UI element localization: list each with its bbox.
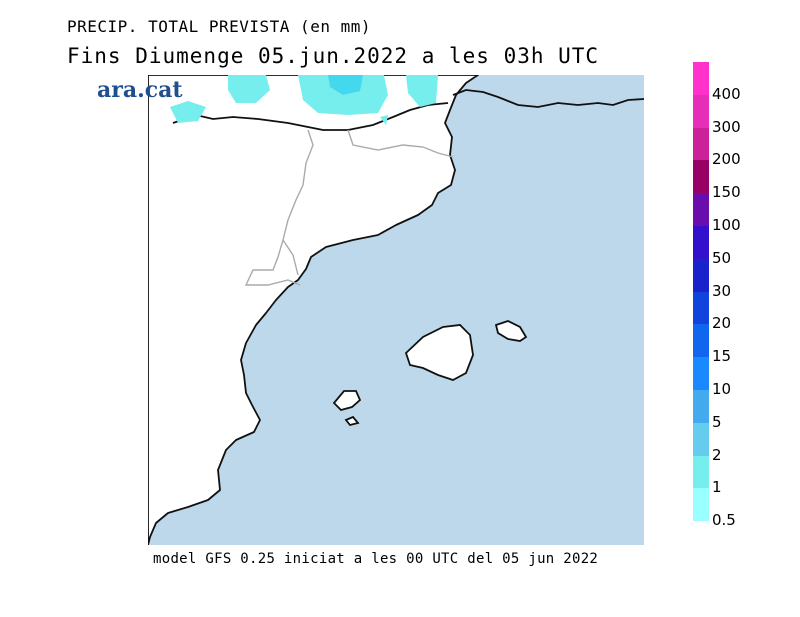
legend-label: 20 <box>712 314 732 333</box>
legend-label: 200 <box>712 150 741 169</box>
legend-swatch <box>693 62 709 95</box>
mallorca-island <box>404 324 474 381</box>
legend-label: 30 <box>712 281 732 300</box>
legend-label: 100 <box>712 216 741 234</box>
color-scale <box>693 62 709 522</box>
legend-label: 400 <box>712 84 741 103</box>
legend-swatch <box>693 488 709 522</box>
legend-label: 15 <box>712 347 732 366</box>
legend-label: 0.5 <box>712 511 736 530</box>
ibiza-island <box>332 390 362 412</box>
legend-swatch <box>693 291 709 325</box>
province-boundaries <box>244 129 454 286</box>
legend-label: 50 <box>712 248 732 267</box>
precip-patch <box>380 115 388 125</box>
forecast-map <box>148 75 644 545</box>
precipitation-areas <box>170 75 438 125</box>
legend-swatch <box>693 94 709 128</box>
precip-patch <box>328 75 363 95</box>
legend-swatch <box>693 258 709 292</box>
legend-swatch <box>693 455 709 489</box>
precip-patch <box>228 75 270 103</box>
legend-swatch <box>693 193 709 226</box>
legend-swatch <box>693 324 709 358</box>
model-info: model GFS 0.25 iniciat a les 00 UTC del … <box>153 551 599 567</box>
map-subtitle: Fins Diumenge 05.jun.2022 a les 03h UTC <box>67 44 600 68</box>
map-title: PRECIP. TOTAL PREVISTA (en mm) <box>67 17 371 36</box>
mainland <box>148 75 479 545</box>
legend-label: 1 <box>712 478 722 497</box>
precip-patch <box>170 101 206 123</box>
legend-label: 300 <box>712 117 741 136</box>
legend-swatch <box>693 225 709 259</box>
formentera-island <box>344 415 360 427</box>
menorca-island <box>494 320 528 342</box>
legend-label: 2 <box>712 445 722 464</box>
legend-swatch <box>693 422 709 456</box>
legend-swatch <box>693 127 709 161</box>
brand-logo: ara.cat <box>97 77 183 103</box>
legend-swatch <box>693 160 709 194</box>
legend-swatch <box>693 357 709 390</box>
legend-swatch <box>693 389 709 423</box>
france-border <box>172 102 449 131</box>
north-coast <box>452 89 644 108</box>
precip-patch <box>406 75 438 107</box>
legend-label: 5 <box>712 412 722 431</box>
legend-label: 150 <box>712 183 741 202</box>
legend-label: 10 <box>712 380 732 398</box>
